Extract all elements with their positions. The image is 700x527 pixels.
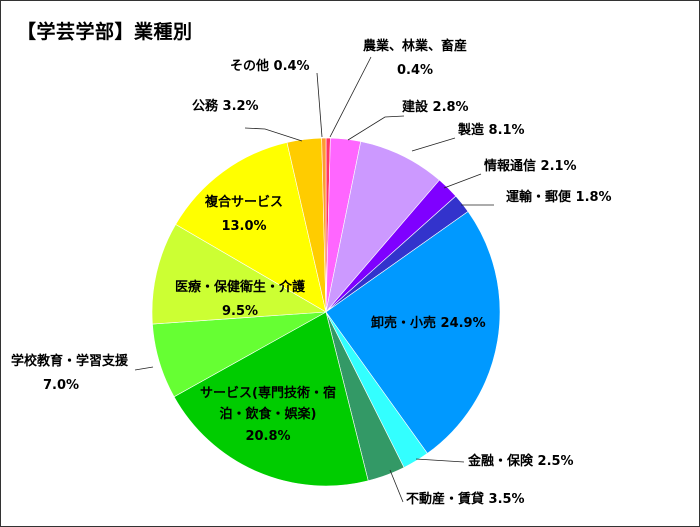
pie-slice (325, 141, 440, 314)
slice-label: 建設 2.8% (402, 99, 469, 115)
slice-label: 公務 3.2% (192, 98, 259, 114)
pie-slice (151, 223, 327, 325)
slice-value-label: 13.0% (221, 219, 266, 234)
chart-title: 【学芸学部】業種別 (17, 21, 193, 43)
pie-slice (325, 211, 501, 454)
slice-label: 医療・保健衛生・介護 (175, 279, 306, 295)
slice-value-label: 20.8% (245, 429, 290, 444)
slice-label: 金融・保険 2.5% (467, 453, 574, 469)
pie-slice (321, 137, 327, 313)
slice-label: 不動産・賃貸 3.5% (406, 491, 525, 507)
slice-value-label: 9.5% (222, 304, 258, 319)
slice-label: 泊・飲食・娯楽) (220, 406, 317, 422)
slice-value-label: 7.0% (43, 378, 79, 393)
slice-label: 卸売・小売 24.9% (371, 315, 486, 331)
leader-line (316, 72, 323, 138)
leader-line (347, 115, 405, 141)
slice-label: その他 0.4% (230, 58, 310, 74)
slice-label: 学校教育・学習支援 (11, 353, 129, 369)
leader-line (389, 469, 404, 503)
slice-value-label: 0.4% (397, 63, 433, 78)
slice-label: 農業、林業、畜産 (363, 38, 467, 54)
leader-line (329, 56, 372, 138)
slice-label: 製造 8.1% (457, 122, 525, 138)
leader-line (443, 173, 482, 189)
slice-label: 複合サービス (204, 194, 283, 210)
leader-line (415, 458, 465, 463)
leader-line (244, 127, 303, 142)
slice-label: 運輸・郵便 1.8% (506, 189, 612, 205)
pie-slice (175, 142, 327, 313)
slice-label: 情報通信 2.1% (484, 158, 577, 174)
slice-label: サービス(専門技術・宿 (200, 385, 336, 401)
pie-slice (173, 311, 369, 487)
leader-line (134, 366, 154, 371)
leader-line (411, 137, 456, 152)
